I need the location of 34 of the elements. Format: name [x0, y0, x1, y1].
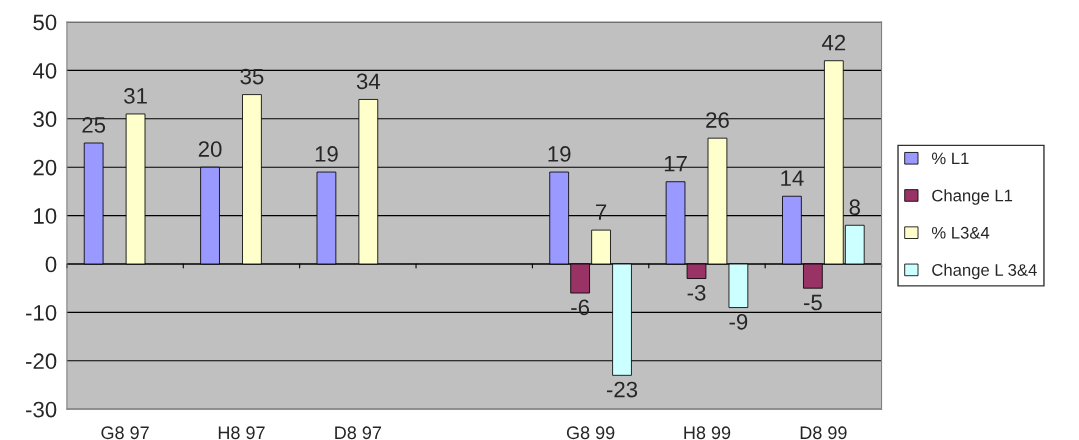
y-tick-label: -30	[26, 401, 57, 418]
data-label: -5	[803, 294, 822, 311]
data-label: 8	[849, 199, 860, 216]
legend-label: Change L1	[932, 189, 1013, 205]
data-label: 34	[356, 73, 381, 90]
data-label: -9	[729, 313, 748, 330]
data-label: 42	[821, 34, 846, 51]
data-label: -6	[571, 299, 590, 316]
legend-label: % L3&4	[931, 226, 990, 239]
x-tick-label: D8 97	[335, 426, 382, 440]
data-label: 35	[240, 68, 264, 85]
legend-label: % L1	[931, 152, 969, 165]
data-label: 19	[548, 146, 571, 162]
y-tick-label: 30	[33, 111, 57, 128]
y-tick-label: -20	[26, 353, 57, 370]
legend-label: Change L 3&4	[932, 263, 1037, 280]
y-tick-label: 40	[32, 62, 57, 79]
x-tick-label: H8 99	[684, 426, 731, 440]
y-tick-label: 50	[33, 14, 57, 31]
data-label: 31	[124, 88, 147, 104]
y-tick-label: 0	[45, 256, 57, 273]
data-label: -3	[687, 284, 706, 301]
y-tick-label: -10	[26, 304, 57, 321]
x-tick-label: G8 99	[566, 426, 615, 440]
x-tick-label: H8 97	[218, 426, 265, 440]
y-tick-label: 10	[34, 208, 57, 224]
y-tick-label: 20	[33, 159, 57, 176]
data-label: 25	[82, 117, 106, 133]
x-tick-label: G8 97	[101, 426, 149, 440]
data-label: 19	[315, 146, 338, 162]
data-label: 20	[198, 141, 222, 157]
x-tick-label: D8 99	[800, 426, 847, 440]
data-label: -23	[606, 381, 638, 398]
data-label: 14	[781, 170, 804, 186]
